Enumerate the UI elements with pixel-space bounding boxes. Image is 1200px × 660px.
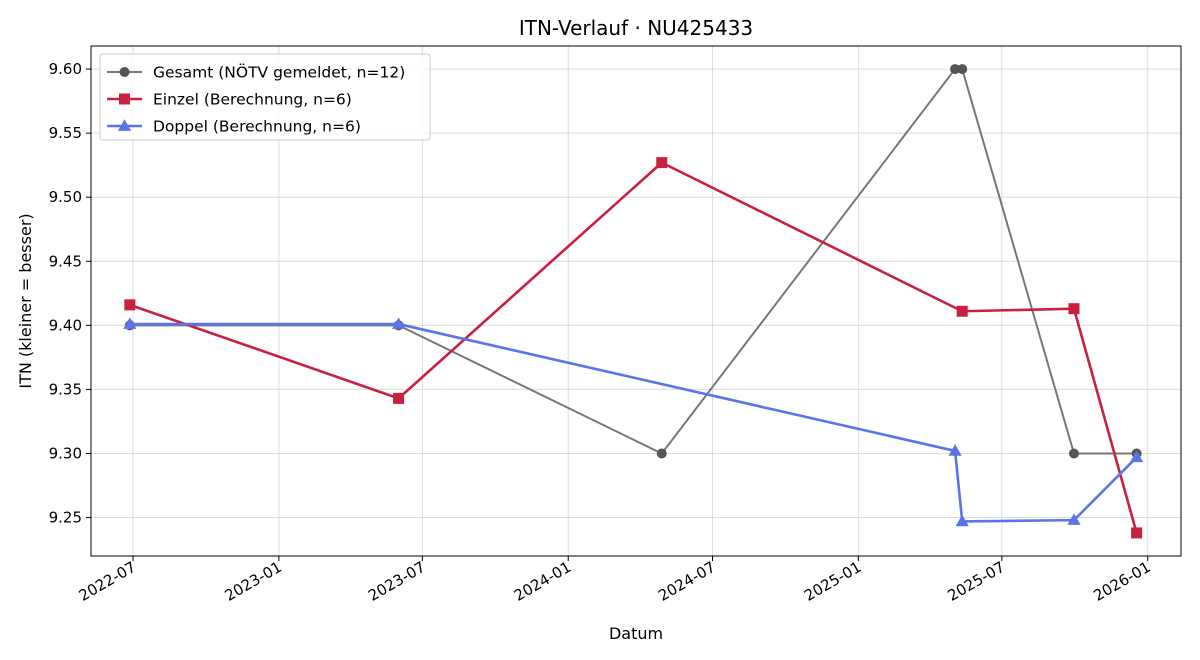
data-point (1129, 450, 1144, 463)
series-layer (123, 64, 1144, 539)
y-axis-label: ITN (kleiner = besser) (16, 213, 35, 388)
data-point (656, 157, 668, 169)
plot-frame (90, 45, 1182, 557)
x-tick-label: 2024-07 (655, 558, 718, 605)
data-point (1068, 448, 1079, 459)
legend-label: Einzel (Berechnung, n=6) (153, 91, 352, 109)
data-point (391, 317, 406, 329)
legend-label: Doppel (Berechnung, n=6) (153, 118, 361, 136)
y-axis-ticks: 9.25 9.30 9.35 9.40 9.45 9.50 9.55 9.60 (49, 60, 91, 527)
y-tick-label: 9.25 (49, 509, 82, 527)
x-tick-label: 2023-01 (222, 558, 285, 605)
series-2 (123, 317, 1144, 527)
y-tick-label: 9.55 (49, 124, 82, 142)
data-point (948, 444, 962, 456)
series-1 (124, 157, 1143, 539)
y-tick-label: 9.60 (49, 60, 82, 78)
x-tick-label: 2026-01 (1090, 558, 1153, 605)
data-point (119, 67, 130, 77)
y-tick-label: 9.50 (49, 188, 82, 206)
x-tick-label: 2025-01 (801, 558, 864, 605)
y-tick-label: 9.35 (49, 380, 82, 398)
data-point (1068, 303, 1080, 315)
x-tick-label: 2023-07 (365, 558, 428, 605)
data-point (124, 299, 136, 311)
y-tick-label: 9.40 (49, 316, 82, 334)
data-point (1067, 513, 1081, 525)
y-tick-label: 9.30 (49, 444, 82, 462)
data-point (1131, 527, 1143, 539)
x-tick-label: 2022-07 (76, 558, 139, 605)
x-tick-label: 2025-07 (945, 558, 1008, 605)
legend: Gesamt (NÖTV gemeldet, n=12) Einzel (Bere… (99, 53, 431, 141)
y-tick-label: 9.45 (49, 252, 82, 270)
data-point (119, 93, 130, 105)
data-point (955, 514, 969, 527)
data-point (957, 64, 968, 75)
data-point (123, 317, 137, 329)
series-line (129, 322, 1138, 523)
legend-label: Gesamt (NÖTV gemeldet, n=12) (153, 63, 405, 82)
data-point (117, 119, 132, 131)
x-axis-label: Datum (609, 624, 663, 643)
data-point (393, 392, 405, 404)
x-tick-label: 2024-01 (511, 558, 574, 605)
x-axis-ticks: 2022-07 2023-01 2023-07 2024-01 2024-07 2025-… (76, 556, 1154, 605)
chart-title: ITN-Verlauf · NU425433 (519, 16, 753, 40)
data-point (956, 305, 968, 317)
series-line (129, 161, 1138, 534)
legend-box (99, 53, 431, 141)
data-point (656, 448, 667, 459)
